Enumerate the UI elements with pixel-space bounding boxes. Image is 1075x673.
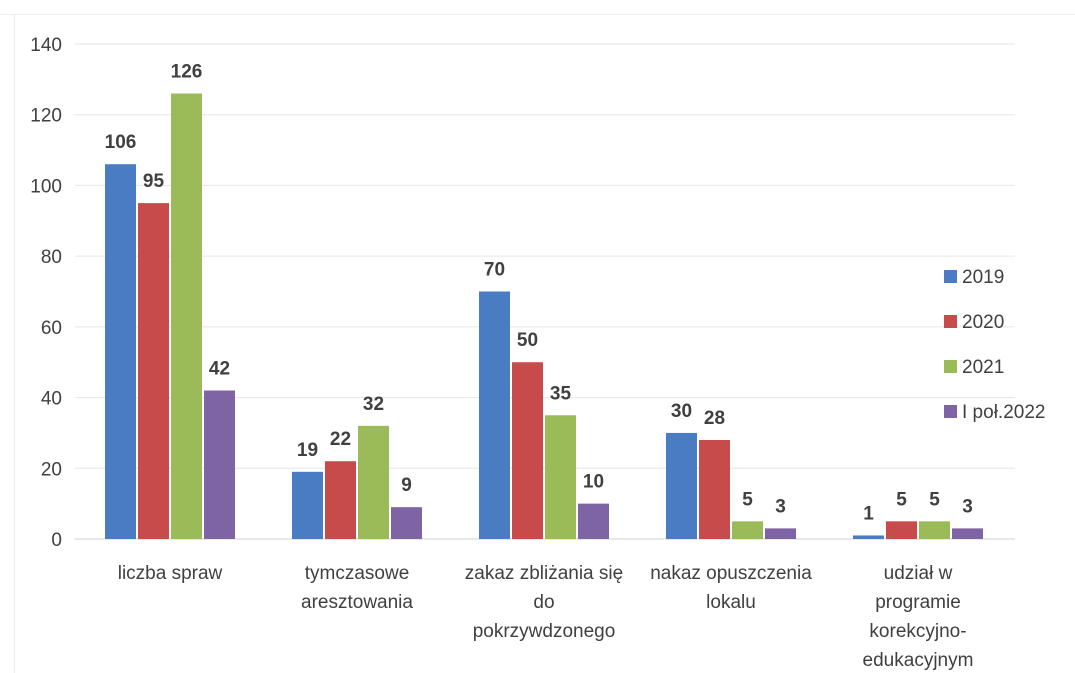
x-category-label-2-line-1: tymczasowe bbox=[305, 563, 410, 584]
bar-2021-cat2 bbox=[358, 425, 389, 539]
data-label-2021-cat5: 5 bbox=[929, 489, 940, 510]
x-category-label-2-line-2: aresztowania bbox=[301, 592, 413, 613]
y-tick-label-20: 20 bbox=[41, 459, 62, 480]
data-label-2021-cat2: 32 bbox=[363, 394, 384, 415]
data-label-i-po-2022-cat5: 3 bbox=[962, 496, 973, 517]
x-category-label-5-line-2: programie bbox=[875, 592, 961, 613]
data-label-i-po-2022-cat3: 10 bbox=[583, 472, 604, 493]
legend-label-2021: 2021 bbox=[962, 357, 1004, 378]
data-label-2020-cat4: 28 bbox=[704, 408, 725, 429]
data-label-2020-cat5: 5 bbox=[896, 489, 907, 510]
x-category-label-1-line-1: liczba spraw bbox=[118, 563, 223, 584]
bar-i-po-2022-cat4 bbox=[765, 528, 796, 539]
bar-2019-cat1 bbox=[105, 164, 136, 539]
frame-left-border bbox=[14, 14, 15, 673]
bar-2019-cat2 bbox=[292, 471, 323, 539]
bar-i-po-2022-cat1 bbox=[204, 390, 235, 539]
data-label-2019-cat1: 106 bbox=[105, 132, 137, 153]
x-category-label-5-line-1: udział w bbox=[884, 563, 953, 584]
legend-swatch-i-po-2022 bbox=[944, 405, 957, 418]
y-tick-label-80: 80 bbox=[41, 247, 62, 268]
bar-2019-cat3 bbox=[479, 291, 510, 539]
frame-top-border bbox=[0, 14, 1075, 15]
bar-2019-cat4 bbox=[666, 432, 697, 539]
bar-2020-cat3 bbox=[512, 362, 543, 539]
y-tick-label-100: 100 bbox=[30, 176, 62, 197]
x-category-label-3-line-2: do bbox=[533, 592, 554, 613]
bar-2020-cat2 bbox=[325, 461, 356, 539]
bar-2021-cat5 bbox=[919, 521, 950, 539]
legend-label-2019: 2019 bbox=[962, 267, 1004, 288]
data-label-i-po-2022-cat2: 9 bbox=[401, 475, 412, 496]
legend-swatch-2020 bbox=[944, 315, 957, 328]
data-label-2020-cat3: 50 bbox=[517, 330, 538, 351]
x-category-label-4-line-2: lokalu bbox=[706, 592, 756, 613]
data-label-2019-cat2: 19 bbox=[297, 440, 318, 461]
x-category-label-3-line-3: pokrzywdzonego bbox=[473, 621, 616, 642]
legend-swatch-2019 bbox=[944, 270, 957, 283]
x-category-label-5-line-3: korekcyjno- bbox=[869, 621, 966, 642]
data-label-2019-cat3: 70 bbox=[484, 260, 505, 281]
bar-2020-cat1 bbox=[138, 203, 169, 539]
y-tick-label-60: 60 bbox=[41, 318, 62, 339]
data-label-2019-cat4: 30 bbox=[671, 401, 692, 422]
data-label-2021-cat3: 35 bbox=[550, 383, 572, 404]
bar-2019-cat5 bbox=[853, 535, 884, 539]
bar-2020-cat4 bbox=[699, 440, 730, 539]
y-tick-label-40: 40 bbox=[41, 389, 62, 410]
legend-swatch-2021 bbox=[944, 360, 957, 373]
legend-label-2020: 2020 bbox=[962, 312, 1004, 333]
data-label-2021-cat1: 126 bbox=[171, 62, 203, 83]
bar-i-po-2022-cat2 bbox=[391, 507, 422, 539]
data-label-2020-cat2: 22 bbox=[330, 429, 351, 450]
y-tick-label-0: 0 bbox=[51, 530, 62, 551]
data-label-2020-cat1: 95 bbox=[143, 171, 165, 192]
data-label-i-po-2022-cat4: 3 bbox=[775, 496, 786, 517]
data-label-2019-cat5: 1 bbox=[863, 503, 874, 524]
bar-2021-cat4 bbox=[732, 521, 763, 539]
y-tick-label-120: 120 bbox=[30, 106, 62, 127]
bar-i-po-2022-cat5 bbox=[952, 528, 983, 539]
x-category-label-4-line-1: nakaz opuszczenia bbox=[650, 563, 812, 584]
bar-i-po-2022-cat3 bbox=[578, 503, 609, 539]
legend-label-i-po-2022: I poł.2022 bbox=[962, 402, 1045, 423]
data-label-i-po-2022-cat1: 42 bbox=[209, 359, 230, 380]
bar-2021-cat1 bbox=[171, 93, 202, 539]
bar-2021-cat3 bbox=[545, 415, 576, 539]
y-tick-label-140: 140 bbox=[30, 35, 62, 56]
bar-2020-cat5 bbox=[886, 521, 917, 539]
data-label-2021-cat4: 5 bbox=[742, 489, 753, 510]
x-category-label-3-line-1: zakaz zbliżania się bbox=[465, 563, 623, 584]
x-category-label-5-line-4: edukacyjnym bbox=[863, 650, 974, 671]
